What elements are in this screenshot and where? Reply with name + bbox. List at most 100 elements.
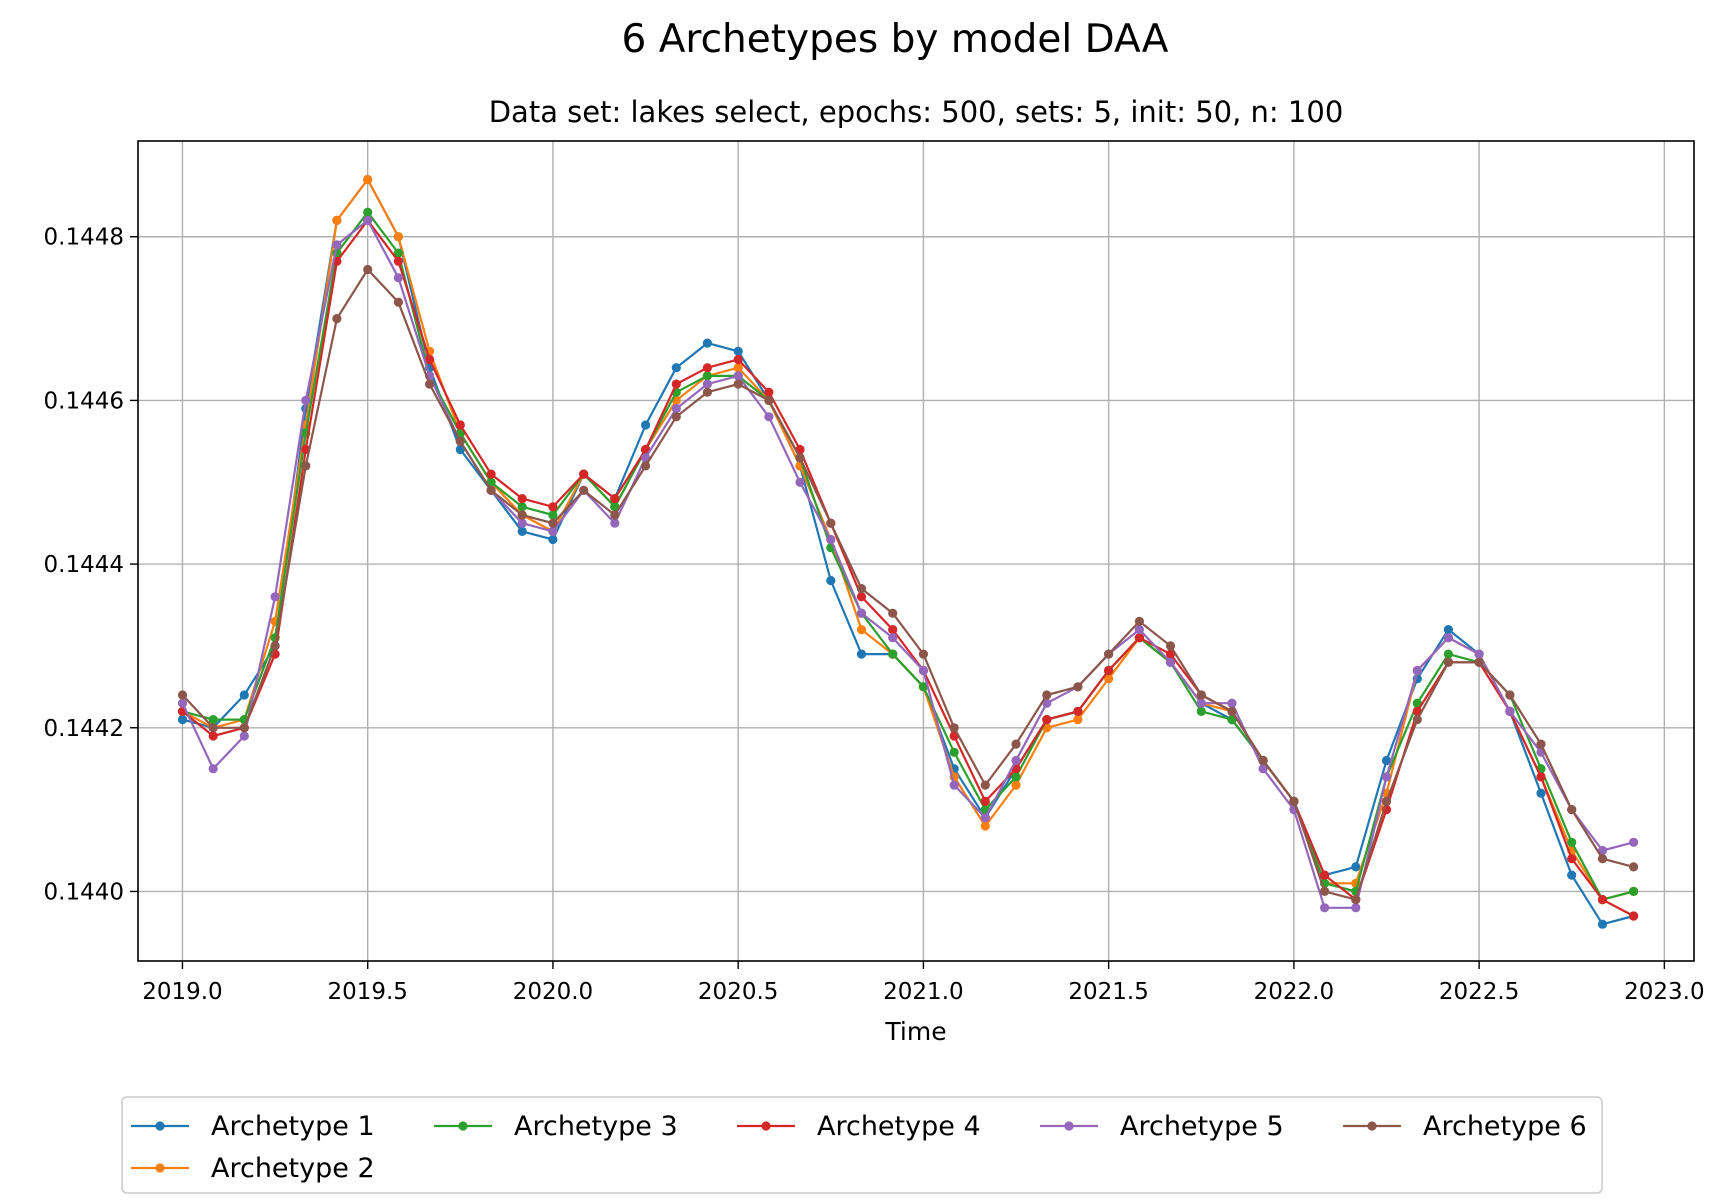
data-point [1073,715,1083,725]
data-point [332,215,342,225]
data-point [1351,903,1361,913]
legend-marker [155,1121,165,1131]
data-point [1258,764,1268,774]
data-point [1597,845,1608,856]
data-point [1011,772,1021,782]
data-point [548,502,558,512]
data-point [425,379,435,389]
legend-marker [1064,1121,1074,1131]
data-point [1597,854,1608,864]
series-archetype-6 [177,264,1639,905]
x-tick-label: 2023.0 [1624,979,1704,1005]
data-point [733,346,743,356]
data-point [1042,715,1052,725]
data-point [641,444,651,455]
data-point [1597,919,1608,929]
data-point [1073,682,1083,692]
data-point [641,453,651,463]
data-point [1320,903,1330,913]
x-tick-label: 2019.0 [142,979,222,1005]
data-point [1536,772,1546,782]
data-point [1505,690,1515,700]
data-point [1536,739,1546,749]
series-archetype-5 [177,215,1639,913]
x-tick-label: 2019.5 [327,979,407,1005]
data-point [548,510,558,520]
data-point [1412,665,1422,676]
data-point [332,314,342,324]
data-point [301,461,311,471]
data-point [1443,633,1453,643]
legend: Archetype 1 Archetype 2 Archetype 3 Archety… [121,1096,1603,1194]
data-point [856,592,867,602]
data-point [363,174,373,185]
data-point [1536,788,1546,798]
data-point [949,780,959,790]
data-point [888,649,898,659]
data-point [826,575,836,586]
data-point [1320,870,1330,880]
data-point [239,731,249,741]
data-point [177,690,188,700]
data-point [610,494,620,504]
data-point [270,592,280,602]
data-point [888,633,898,643]
data-point [888,608,898,618]
data-point [795,453,805,463]
data-point [702,379,713,389]
x-tick-label: 2022.5 [1439,979,1519,1005]
data-point [733,354,743,365]
data-point [270,641,280,651]
data-point [393,248,403,258]
data-point [1351,895,1361,905]
data-point [239,723,249,733]
chart-subtitle: Data set: lakes select, epochs: 500, set… [489,95,1344,129]
data-point [1227,698,1237,708]
data-point [486,485,496,495]
data-point [1474,657,1484,667]
legend-marker [458,1121,468,1131]
data-point [1011,755,1021,766]
series-archetype-1 [177,174,1639,929]
data-point [517,526,527,537]
legend-label: Archetype 6 [1423,1111,1587,1142]
data-point [1381,772,1392,782]
legend-label: Archetype 3 [514,1111,678,1142]
y-tick-label: 0.1448 [44,225,124,251]
series-archetype-4 [177,215,1639,921]
y-tick-label: 0.1444 [44,552,124,578]
data-point [856,608,867,618]
data-point [517,510,527,520]
data-point [1134,616,1144,627]
data-point [826,534,836,545]
data-point [332,240,342,250]
data-point [548,518,558,528]
data-point [702,387,713,397]
series-line [182,178,1634,926]
data-point [702,363,713,373]
data-point [1196,690,1206,700]
x-tick-label: 2021.5 [1068,979,1148,1005]
data-point [795,477,805,487]
data-point [856,649,867,659]
data-point [363,215,373,225]
series-line [182,211,1634,901]
series-line [181,219,1635,917]
data-point [641,420,651,430]
series-archetype-3 [177,207,1639,905]
x-tick-label: 2021.0 [883,979,963,1005]
data-point [579,485,589,495]
x-axis-label: Time [884,1017,946,1046]
data-point [455,436,465,446]
data-point [1165,657,1176,667]
data-point [1597,895,1608,905]
data-point [1104,649,1114,659]
data-point [393,232,403,242]
data-point [610,510,620,520]
data-point [888,625,898,635]
data-point [517,518,527,528]
data-point [1258,755,1268,766]
data-point [1165,649,1176,659]
grid [138,141,1694,961]
data-point [425,354,435,365]
